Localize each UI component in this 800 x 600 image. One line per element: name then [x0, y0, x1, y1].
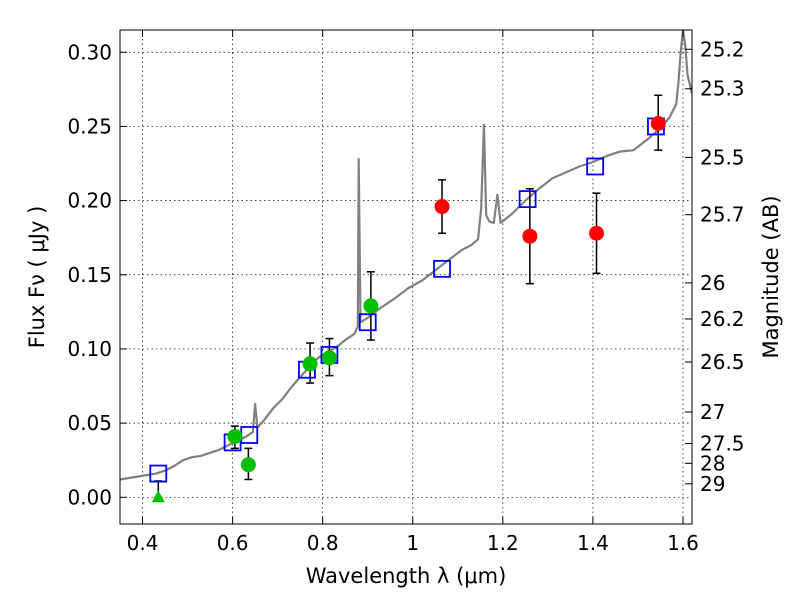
x-tick-label: 1 — [406, 531, 419, 555]
x-tick-label: 1.4 — [577, 531, 609, 555]
photometry-circle-marker — [227, 428, 243, 444]
y-tick-label: 0.25 — [67, 114, 112, 138]
photometry-circle-marker — [434, 199, 450, 215]
upper-limit-triangle-marker — [151, 490, 165, 503]
photometry-square-marker — [358, 313, 377, 332]
grid-lines — [120, 30, 692, 524]
y2-tick-label: 25.7 — [700, 203, 745, 227]
y-axis-label: Flux Fν ( μJy ) — [25, 206, 49, 349]
sed-model-layer — [120, 30, 692, 481]
y-tick-label: 0.30 — [67, 40, 112, 64]
y-tick-label: 0.00 — [67, 485, 112, 509]
y2-tick-label: 25.5 — [700, 145, 745, 169]
data-markers — [149, 115, 666, 503]
photometry-circle-marker — [363, 298, 379, 314]
sed-model-line — [120, 30, 692, 481]
x-tick-label: 0.6 — [217, 531, 249, 555]
axis-ticks: 0.4 0.6 0.8 1 1.2 1.4 1.6 0.00 0.05 0.10 0.15 0.20 0… — [67, 30, 745, 555]
photometry-circle-marker — [240, 457, 256, 473]
photometry-square-marker — [149, 464, 168, 483]
photometry-square-marker — [433, 259, 451, 278]
photometry-square-marker — [518, 190, 537, 209]
photometry-circle-marker — [321, 350, 337, 366]
photometry-square-marker — [586, 157, 605, 176]
x-tick-label: 0.4 — [127, 531, 159, 555]
y2-tick-label: 26 — [700, 271, 725, 295]
y2-tick-label: 28 — [700, 451, 725, 475]
y2-tick-label: 26.5 — [700, 350, 745, 374]
photometry-circle-marker — [650, 115, 666, 131]
y2-tick-label: 27.5 — [700, 431, 745, 455]
x-axis-label: Wavelength λ (μm) — [306, 564, 507, 588]
photometry-circle-marker — [302, 356, 318, 372]
right-axis-label: Magnitude (AB) — [759, 195, 783, 358]
x-tick-label: 0.8 — [307, 531, 339, 555]
y-tick-label: 0.05 — [67, 411, 112, 435]
photometry-circle-marker — [522, 228, 538, 244]
y2-tick-label: 25.2 — [700, 37, 745, 61]
y2-tick-label: 27 — [700, 400, 725, 424]
y2-tick-label: 26.2 — [700, 307, 745, 331]
plot-frame — [119, 29, 693, 525]
y2-tick-label: 25.3 — [700, 77, 745, 101]
y2-tick-label: 29 — [700, 472, 725, 496]
y-tick-label: 0.20 — [67, 189, 112, 213]
photometry-circle-marker — [589, 225, 605, 241]
y-tick-label: 0.15 — [67, 263, 112, 287]
x-tick-label: 1.6 — [667, 531, 699, 555]
x-tick-label: 1.2 — [487, 531, 519, 555]
y-tick-label: 0.10 — [67, 337, 112, 361]
